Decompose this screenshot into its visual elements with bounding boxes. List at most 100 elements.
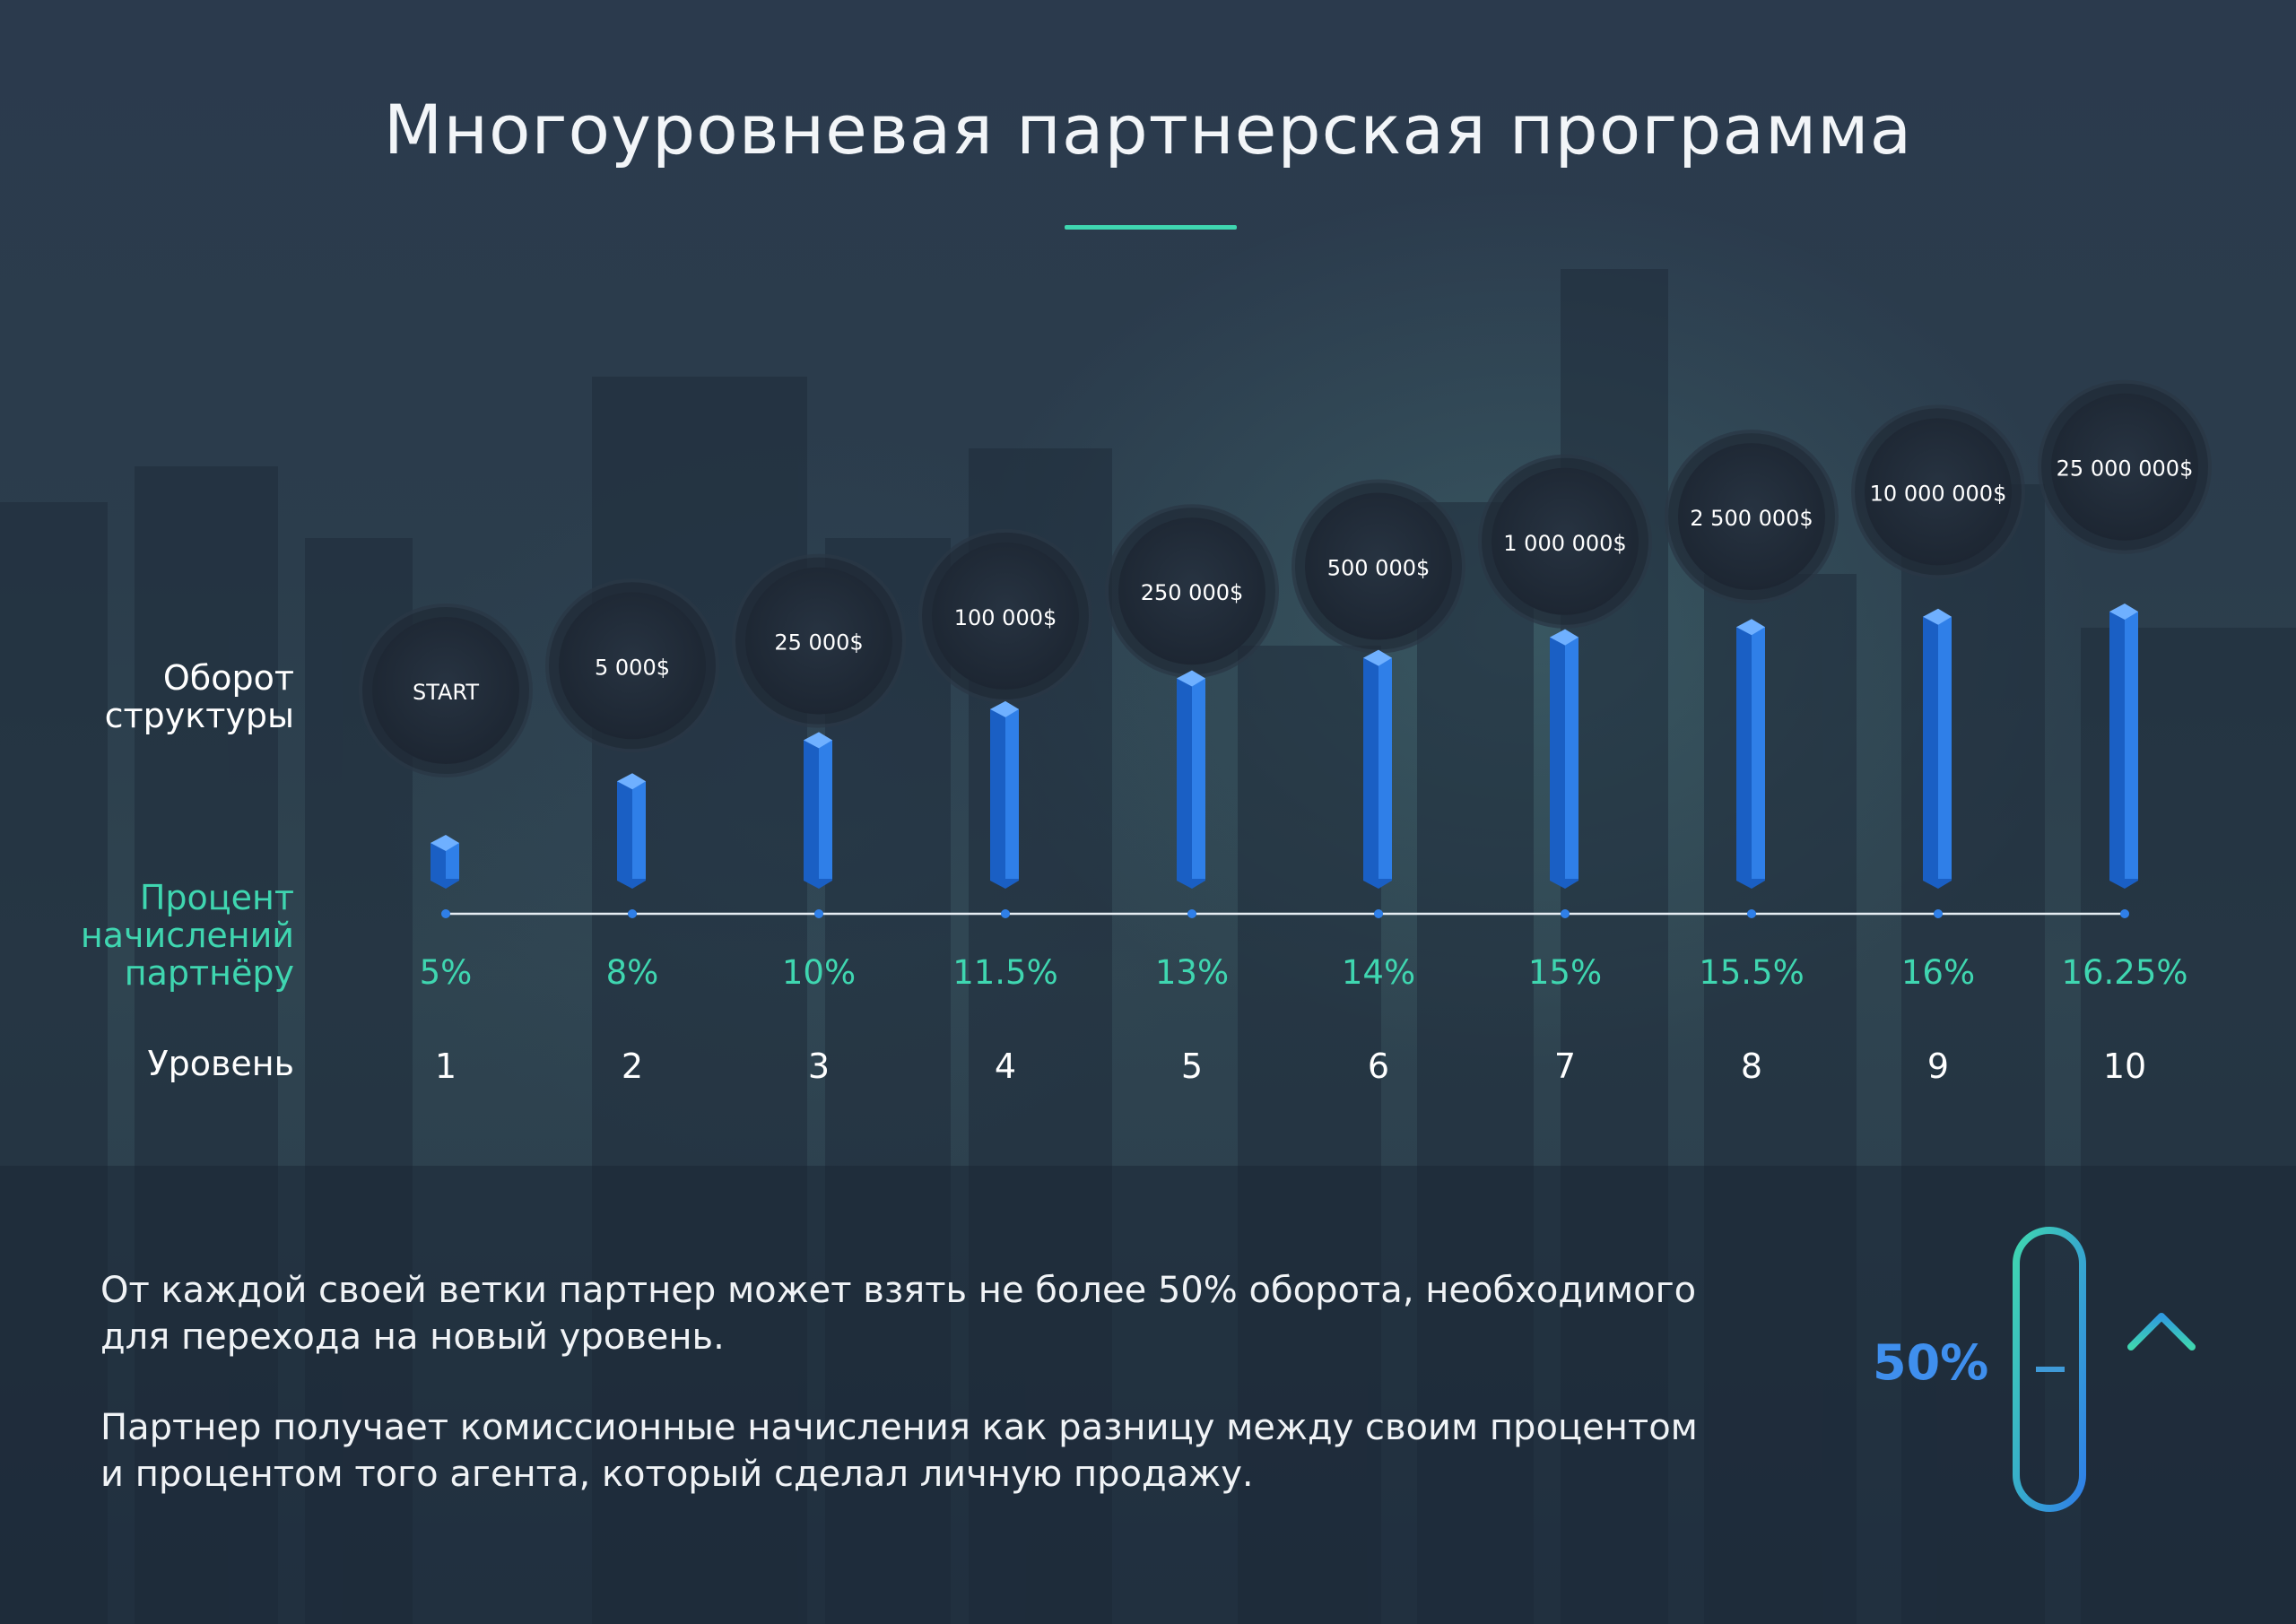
level-indicator-icon bbox=[2013, 1227, 2086, 1512]
percent-label: 11.5% bbox=[952, 953, 1058, 992]
turnover-circle bbox=[1118, 517, 1265, 665]
axis-dot bbox=[814, 909, 823, 918]
turnover-circle bbox=[1865, 418, 2012, 566]
turnover-circle bbox=[372, 617, 519, 764]
row-label-percent: Процент начислений партнёру bbox=[80, 878, 294, 993]
level-label: 7 bbox=[1554, 1046, 1576, 1086]
level-label: 6 bbox=[1368, 1046, 1389, 1086]
info-paragraph-1: От каждой своей ветки партнер может взят… bbox=[100, 1270, 1697, 1358]
turnover-circle bbox=[745, 567, 892, 715]
percent-badge: 50% bbox=[1873, 1334, 1989, 1391]
bar bbox=[819, 740, 832, 881]
percent-label: 13% bbox=[1155, 953, 1229, 992]
turnover-circle bbox=[932, 542, 1079, 690]
axis-dot bbox=[1747, 909, 1756, 918]
level-label: 4 bbox=[995, 1046, 1016, 1086]
bar-top-face bbox=[617, 773, 646, 790]
bar bbox=[1565, 637, 1578, 881]
row-label-turnover: Оборот структуры bbox=[104, 658, 294, 735]
bar-bottom-face bbox=[1923, 879, 1952, 889]
info-paragraph-2: Партнер получает комиссионные начисления… bbox=[100, 1407, 1698, 1495]
turnover-circle bbox=[1678, 443, 1825, 591]
bar-top-face bbox=[990, 700, 1019, 717]
turnover-circle bbox=[559, 592, 706, 740]
bar-left-face bbox=[1550, 637, 1565, 881]
bar bbox=[446, 843, 459, 881]
axis-dot bbox=[1561, 909, 1570, 918]
bar bbox=[1752, 627, 1765, 881]
axis-dot bbox=[2120, 909, 2129, 918]
bar-top-face bbox=[1736, 619, 1765, 636]
bar bbox=[1378, 657, 1392, 881]
axis-dot bbox=[1187, 909, 1196, 918]
bar bbox=[1938, 616, 1952, 881]
percent-label: 5% bbox=[420, 953, 473, 992]
turnover-label: 10 000 000$ bbox=[1870, 481, 2007, 506]
axis-dot bbox=[1934, 909, 1943, 918]
percent-label: 15% bbox=[1528, 953, 1602, 992]
percent-label: 16.25% bbox=[2061, 953, 2187, 992]
bar-top-face bbox=[1550, 629, 1578, 646]
title-underline bbox=[1065, 225, 1237, 230]
bar-left-face bbox=[1736, 627, 1752, 881]
bar-left-face bbox=[804, 740, 819, 881]
turnover-label: 2 500 000$ bbox=[1690, 506, 1813, 531]
bar-bottom-face bbox=[617, 879, 646, 889]
percent-label: 14% bbox=[1342, 953, 1415, 992]
page-title: Многоуровневая партнерская программа bbox=[383, 90, 1913, 169]
turnover-label: 25 000 000$ bbox=[2057, 456, 2194, 482]
bar-bottom-face bbox=[990, 879, 1019, 889]
turnover-label: 100 000$ bbox=[954, 605, 1057, 630]
bar-left-face bbox=[617, 781, 632, 881]
bar bbox=[632, 781, 646, 881]
axis-dot bbox=[628, 909, 637, 918]
bar bbox=[1192, 678, 1205, 881]
bar-left-face bbox=[2109, 612, 2125, 881]
turnover-label: 25 000$ bbox=[774, 630, 863, 656]
bar-top-face bbox=[804, 732, 832, 749]
bar-top-face bbox=[1363, 649, 1392, 666]
turnover-circle bbox=[2051, 393, 2198, 541]
bar-bottom-face bbox=[1736, 879, 1765, 889]
arrow-up-icon bbox=[2127, 1313, 2196, 1425]
bar-left-face bbox=[1923, 616, 1938, 881]
bar-left-face bbox=[990, 708, 1005, 881]
bar-top-face bbox=[430, 835, 459, 851]
bar-left-face bbox=[430, 843, 446, 881]
turnover-circle bbox=[1305, 492, 1452, 640]
percent-label: 10% bbox=[782, 953, 856, 992]
bar-bottom-face bbox=[430, 879, 459, 889]
bar bbox=[1005, 708, 1019, 881]
bar-bottom-face bbox=[1363, 879, 1392, 889]
bar-top-face bbox=[1923, 608, 1952, 625]
level-label: 1 bbox=[435, 1046, 457, 1086]
row-label-level: Уровень bbox=[147, 1044, 294, 1083]
axis-dot bbox=[441, 909, 450, 918]
bar bbox=[2125, 612, 2138, 881]
turnover-label: 250 000$ bbox=[1141, 580, 1244, 605]
level-label: 8 bbox=[1741, 1046, 1762, 1086]
level-label: 2 bbox=[622, 1046, 643, 1086]
turnover-label: 1 000 000$ bbox=[1503, 531, 1626, 556]
bar-top-face bbox=[2109, 604, 2138, 620]
percent-label: 8% bbox=[606, 953, 659, 992]
bar-left-face bbox=[1177, 678, 1192, 881]
bar-bottom-face bbox=[2109, 879, 2138, 889]
level-label: 10 bbox=[2103, 1046, 2146, 1086]
turnover-label: START bbox=[413, 680, 479, 705]
turnover-circle bbox=[1492, 467, 1639, 615]
axis-dot bbox=[1374, 909, 1383, 918]
bar-bottom-face bbox=[1177, 879, 1205, 889]
bar-top-face bbox=[1177, 670, 1205, 687]
turnover-label: 500 000$ bbox=[1327, 556, 1431, 581]
level-label: 5 bbox=[1181, 1046, 1203, 1086]
bar-left-face bbox=[1363, 657, 1378, 881]
turnover-label: 5 000$ bbox=[595, 655, 670, 680]
percent-label: 16% bbox=[1901, 953, 1975, 992]
percent-label: 15.5% bbox=[1699, 953, 1805, 992]
level-label: 3 bbox=[808, 1046, 830, 1086]
level-label: 9 bbox=[1927, 1046, 1949, 1086]
bar-bottom-face bbox=[1550, 879, 1578, 889]
bar-bottom-face bbox=[804, 879, 832, 889]
